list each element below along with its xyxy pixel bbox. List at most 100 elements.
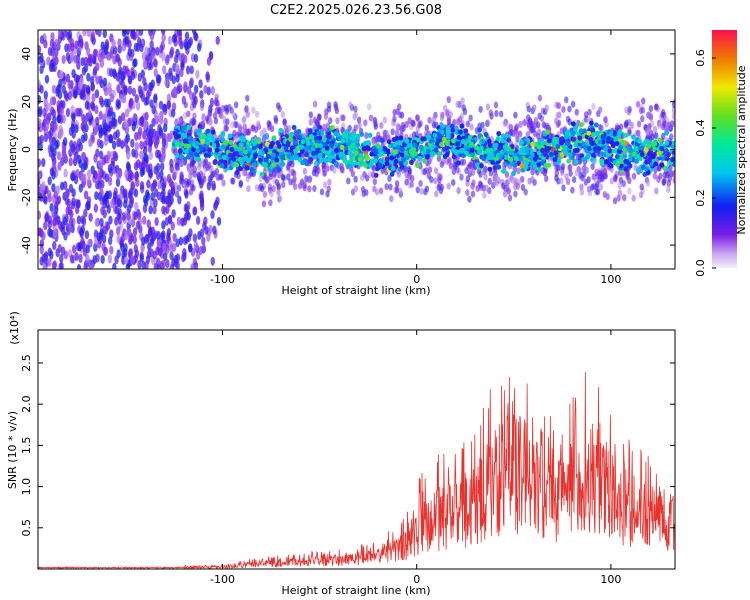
heat-cell	[135, 30, 140, 39]
heat-cell	[362, 140, 368, 147]
heat-cell	[556, 102, 562, 110]
heat-cell	[176, 133, 182, 139]
heat-cell	[316, 130, 321, 136]
heat-cell	[196, 171, 201, 179]
heat-cell	[57, 244, 62, 254]
heat-cell	[69, 209, 74, 219]
heat-cell	[313, 135, 319, 141]
heat-cell	[395, 122, 400, 130]
heat-cell	[173, 168, 178, 176]
heat-cell	[245, 175, 250, 183]
heat-cell	[77, 80, 83, 90]
heat-cell	[409, 180, 414, 188]
snr-line	[38, 371, 675, 569]
heat-cell	[526, 105, 532, 113]
heat-cell	[238, 166, 244, 172]
heat-cell	[593, 147, 599, 153]
heat-cell	[215, 35, 220, 45]
heat-cell	[206, 56, 212, 66]
heat-cell	[602, 191, 607, 199]
heat-cell	[586, 176, 591, 184]
heat-cell	[190, 263, 195, 269]
heat-cell	[293, 139, 298, 145]
heat-cell	[543, 163, 549, 169]
snr-panel: -100 0 100 0.5 1.0 1.5 2.0 2.5 Height of strai…	[6, 311, 676, 597]
heat-cell	[206, 152, 212, 158]
heat-cell	[375, 142, 381, 149]
heat-cell	[438, 141, 444, 148]
heat-cell	[59, 106, 64, 116]
heat-cell	[107, 254, 113, 264]
heat-cell	[597, 106, 603, 114]
heat-cell	[103, 246, 109, 256]
heat-cell	[142, 146, 148, 156]
heat-cell	[289, 156, 295, 162]
heat-cell	[188, 135, 194, 142]
heat-cell	[130, 255, 136, 265]
heat-cell	[207, 147, 213, 153]
heat-cell	[271, 136, 277, 142]
heat-cell	[95, 180, 100, 190]
heat-cell	[83, 262, 88, 269]
heat-cell	[133, 42, 139, 52]
heat-cell	[444, 151, 450, 158]
heat-cell	[259, 130, 264, 138]
heat-cell	[51, 108, 57, 118]
heat-cell	[203, 216, 208, 226]
heat-cell	[56, 114, 61, 124]
heat-cell	[581, 141, 587, 147]
heat-cell	[410, 174, 415, 182]
heat-cell	[208, 224, 213, 234]
heat-cell	[109, 245, 114, 255]
heat-cell	[399, 124, 404, 132]
x-tick-label: 0	[413, 573, 420, 586]
heat-cell	[566, 158, 572, 164]
heat-cell	[399, 152, 405, 158]
heat-cell	[192, 112, 197, 120]
heat-cell	[559, 140, 564, 146]
heat-cell	[234, 169, 240, 175]
heat-cell	[588, 136, 594, 142]
snr-plot-area	[38, 330, 675, 569]
heat-cell	[51, 209, 56, 219]
heat-cell	[50, 96, 55, 106]
heat-cell	[351, 136, 357, 142]
heat-cell	[433, 167, 439, 175]
heat-cell	[93, 48, 99, 58]
heat-cell	[523, 188, 528, 196]
heat-cell	[530, 168, 535, 176]
heat-cell	[445, 134, 451, 140]
heat-cell	[497, 145, 502, 151]
heat-cell	[545, 129, 550, 135]
heat-cell	[355, 142, 361, 148]
heat-cell	[183, 203, 189, 213]
heat-cell	[179, 154, 185, 160]
heat-cell	[68, 157, 73, 167]
heat-cell	[98, 150, 104, 160]
heat-cell	[238, 181, 243, 189]
heat-cell	[241, 169, 246, 177]
heat-cell	[350, 161, 356, 167]
heat-cell	[275, 102, 281, 110]
heat-cell	[170, 108, 176, 118]
heat-cell	[95, 148, 100, 158]
heat-cell	[38, 45, 42, 55]
heat-cell	[161, 30, 166, 35]
heat-cell	[81, 66, 87, 76]
heat-cell	[193, 53, 199, 63]
heat-cell	[227, 133, 233, 139]
heat-cell	[560, 169, 565, 177]
heat-cell	[289, 131, 295, 137]
heat-cell	[271, 152, 276, 158]
heat-cell	[100, 206, 105, 216]
heat-cell	[251, 145, 257, 151]
heat-cell	[307, 128, 313, 134]
heat-cell	[200, 138, 206, 144]
heat-cell	[62, 151, 67, 161]
heat-cell	[183, 142, 188, 149]
heat-cell	[570, 100, 576, 108]
heat-cell	[147, 241, 152, 251]
heat-cell	[74, 252, 79, 262]
heat-cell	[38, 79, 41, 89]
heat-cell	[186, 85, 192, 95]
